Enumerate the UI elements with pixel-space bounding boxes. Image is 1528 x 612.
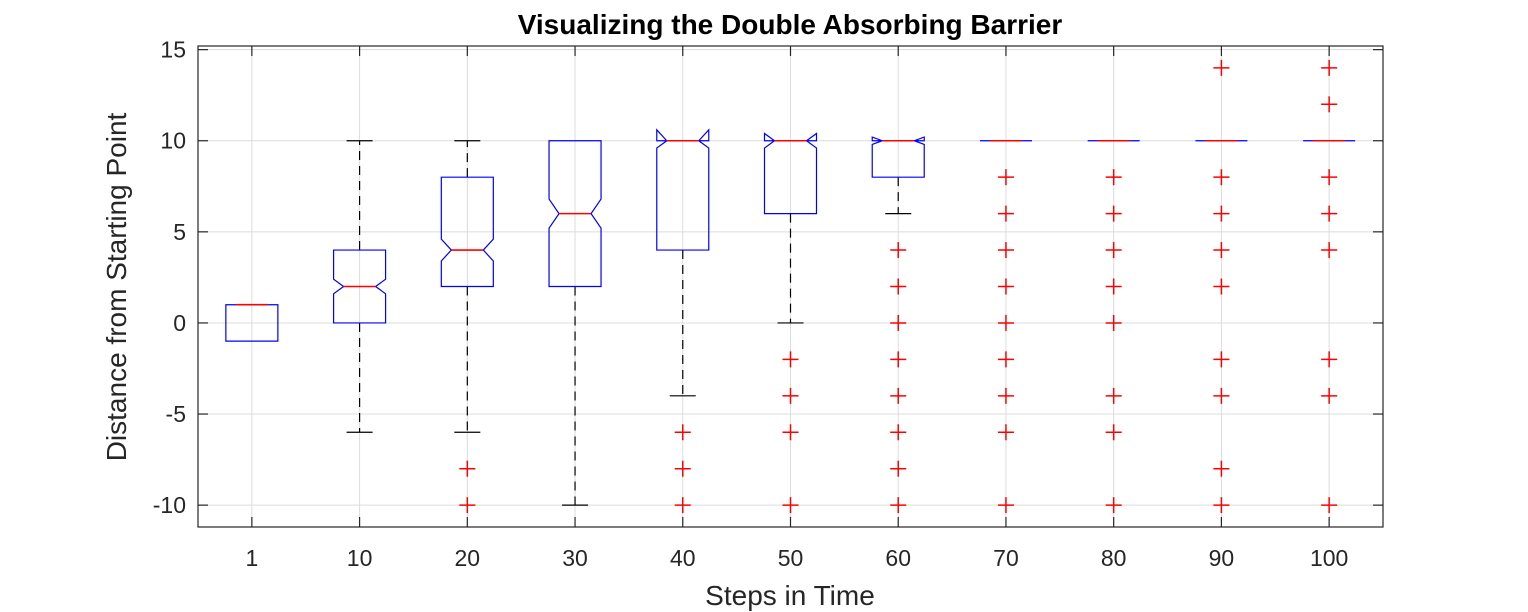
outlier-marker [1105,424,1122,441]
outlier-marker [997,169,1014,186]
x-axis-title: Steps in Time [705,580,875,611]
outlier-marker [1105,169,1122,186]
x-tick-label: 30 [562,545,588,571]
x-tick-label: 100 [1310,545,1348,571]
outlier-marker [1321,242,1338,259]
x-tick-label: 50 [778,545,804,571]
box-60 [871,136,925,178]
outlier-marker [674,497,691,514]
outlier-marker [890,351,907,368]
outlier-marker [674,460,691,477]
x-tick-label: 70 [993,545,1019,571]
boxes-layer [225,59,1356,514]
x-tick-label: 40 [670,545,696,571]
outlier-marker [1213,460,1230,477]
box-40 [656,128,710,251]
outlier-marker [890,242,907,259]
y-tick-label: 0 [173,310,186,336]
box-20 [440,176,494,288]
outlier-marker [997,314,1014,331]
outlier-marker [1321,59,1338,76]
outlier-marker [1321,169,1338,186]
y-tick-label: 15 [160,37,186,63]
outlier-marker [782,424,799,441]
outlier-marker [997,387,1014,404]
outlier-marker [1213,278,1230,295]
outlier-marker [1105,205,1122,222]
outlier-marker [1213,205,1230,222]
outlier-marker [1105,278,1122,295]
y-tick-label: 5 [173,219,186,245]
outlier-marker [1213,497,1230,514]
box-30 [548,140,602,288]
outlier-marker [459,460,476,477]
outlier-marker [1321,497,1338,514]
outlier-marker [1321,205,1338,222]
box-50 [763,132,818,215]
outlier-marker [890,424,907,441]
outlier-marker [1213,242,1230,259]
x-tick-label: 20 [455,545,481,571]
outlier-marker [1213,387,1230,404]
outlier-marker [782,351,799,368]
outlier-marker [1213,351,1230,368]
y-tick-label: 10 [160,128,186,154]
y-tick-label: -10 [153,492,186,518]
x-tick-label: 10 [347,545,373,571]
outlier-marker [782,497,799,514]
outlier-marker [890,387,907,404]
outlier-marker [1213,169,1230,186]
outlier-marker [1105,497,1122,514]
y-tick-label: -5 [166,401,186,427]
x-tick-label: 60 [885,545,911,571]
chart-title: Visualizing the Double Absorbing Barrier [518,9,1063,40]
outlier-marker [890,497,907,514]
x-tick-label: 90 [1209,545,1235,571]
outlier-marker [997,351,1014,368]
outlier-marker [1321,387,1338,404]
outlier-marker [1321,351,1338,368]
outlier-marker [1105,242,1122,259]
outlier-marker [997,242,1014,259]
outlier-marker [674,424,691,441]
y-axis-title: Distance from Starting Point [101,112,132,461]
outlier-marker [1321,96,1338,113]
outlier-marker [1213,59,1230,76]
outlier-marker [997,424,1014,441]
outlier-marker [782,387,799,404]
box-10 [332,249,387,324]
x-tick-label: 1 [245,545,258,571]
outlier-marker [997,205,1014,222]
outlier-marker [890,278,907,295]
outlier-marker [997,278,1014,295]
outlier-marker [890,314,907,331]
outlier-marker [1105,387,1122,404]
outlier-marker [890,460,907,477]
outlier-marker [459,497,476,514]
outlier-marker [1105,314,1122,331]
outlier-marker [997,497,1014,514]
x-tick-label: 80 [1101,545,1127,571]
axes-layer: -10 -5 0 5 10 15 1 10 20 30 40 50 60 70 80 90 100 [153,37,1384,571]
box-1 [225,304,279,342]
